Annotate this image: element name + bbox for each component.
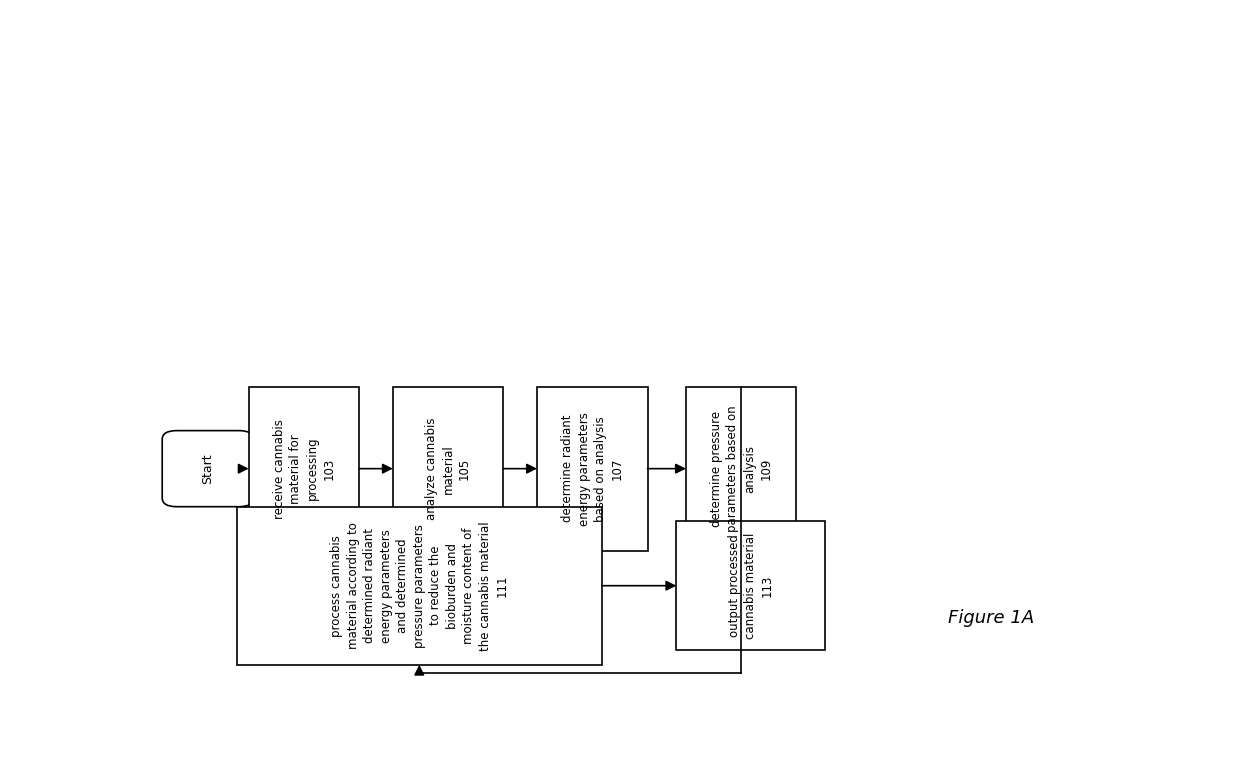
Text: Start: Start [201, 454, 215, 484]
FancyBboxPatch shape [249, 387, 360, 550]
FancyBboxPatch shape [162, 431, 253, 507]
FancyBboxPatch shape [393, 387, 503, 550]
FancyBboxPatch shape [537, 387, 647, 550]
Text: determine pressure
parameters based on
analysis
109: determine pressure parameters based on a… [711, 405, 773, 532]
FancyBboxPatch shape [676, 521, 826, 650]
Text: Figure 1A: Figure 1A [947, 609, 1034, 627]
Text: analyze cannabis
material
105: analyze cannabis material 105 [425, 417, 471, 520]
Text: determine radiant
energy parameters
based on analysis
107: determine radiant energy parameters base… [560, 412, 624, 526]
Text: process cannabis
material according to
determined radiant
energy parameters
and : process cannabis material according to d… [330, 521, 508, 651]
Text: receive cannabis
material for
processing
103: receive cannabis material for processing… [273, 419, 335, 518]
FancyBboxPatch shape [686, 387, 796, 550]
FancyBboxPatch shape [237, 507, 601, 665]
Text: output processed
cannabis material
113: output processed cannabis material 113 [728, 533, 774, 639]
